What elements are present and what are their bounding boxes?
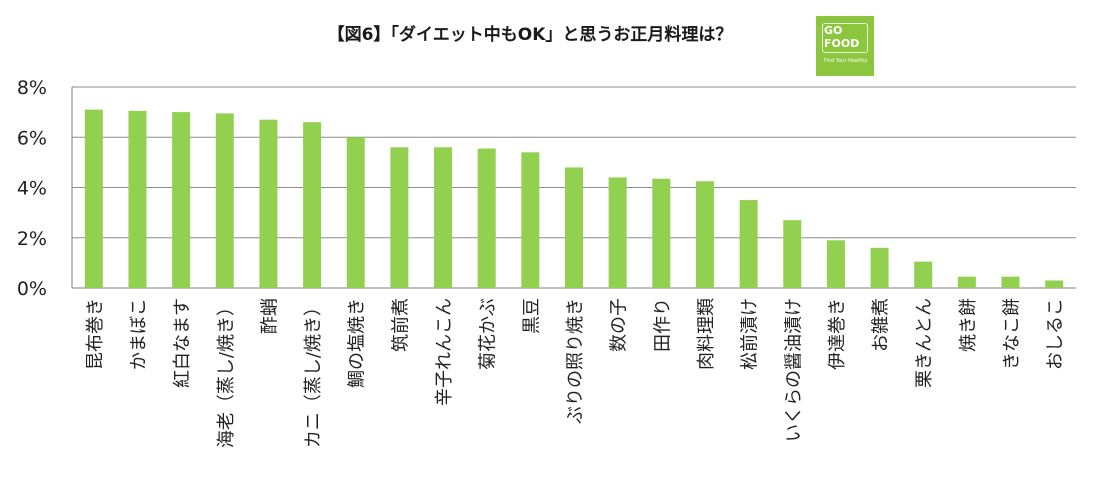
bar <box>870 247 889 288</box>
x-tick-label: 海老（蒸し/焼き） <box>216 298 237 448</box>
bar <box>172 112 191 288</box>
bar <box>434 147 453 288</box>
bar <box>695 181 714 288</box>
bar <box>957 276 976 288</box>
x-tick-label: 数の子 <box>609 298 630 352</box>
x-tick-label: 栗きんとん <box>914 298 935 388</box>
x-tick-label: 田作り <box>652 298 673 352</box>
y-tick-label: 8% <box>17 77 47 99</box>
bar <box>652 178 671 288</box>
x-tick-label: きなこ餅 <box>1002 298 1023 370</box>
chart-title: 【図6】「ダイエット中もOK」と思うお正月料理は？ <box>327 25 733 45</box>
bar <box>303 122 322 288</box>
x-tick-label: 焼き餅 <box>958 298 979 352</box>
x-tick-label: 辛子れんこん <box>434 298 455 406</box>
x-tick-label: 黒豆 <box>521 298 542 334</box>
x-tick-label: 肉料理類 <box>696 298 717 370</box>
bar <box>521 152 540 288</box>
bar <box>390 147 409 288</box>
x-tick-label: かまぼこ <box>128 298 149 370</box>
bar <box>608 177 627 288</box>
bar <box>84 109 103 288</box>
x-tick-label: ぶりの照り焼き <box>565 298 586 424</box>
bar <box>783 220 802 288</box>
bar <box>1001 276 1020 288</box>
x-tick-label: 松前漬け <box>740 298 761 370</box>
bar <box>739 200 758 288</box>
bar <box>565 167 583 288</box>
bar <box>346 137 365 288</box>
bar <box>215 113 234 288</box>
bar <box>826 240 845 288</box>
x-tick-label: おしるこ <box>1045 298 1066 370</box>
y-tick-label: 2% <box>17 228 47 250</box>
logo-frame <box>822 23 868 53</box>
bar <box>128 110 147 289</box>
bar <box>1045 280 1064 288</box>
x-tick-label: お雑煮 <box>871 298 892 352</box>
x-tick-label: 紅白なます <box>172 298 193 388</box>
bar <box>477 148 496 288</box>
y-tick-label: 0% <box>17 278 47 300</box>
x-tick-label: 菊花かぶ <box>478 298 499 370</box>
x-tick-label: 酢蛸 <box>259 298 280 334</box>
gofood-logo: GO FOOD Find Your Healthy <box>816 16 874 76</box>
x-tick-label: 昆布巻き <box>85 298 106 370</box>
x-tick-label: カニ（蒸し/焼き） <box>303 298 324 448</box>
y-tick-label: 4% <box>17 178 47 200</box>
logo-text-go: GO <box>824 24 843 37</box>
x-tick-label: 伊達巻き <box>827 298 848 370</box>
x-tick-label: 鯛の塩焼き <box>347 298 368 388</box>
bar <box>914 261 933 288</box>
logo-tagline: Find Your Healthy <box>824 58 868 64</box>
logo-text-food: FOOD <box>824 37 860 50</box>
bar <box>259 119 278 288</box>
y-tick-label: 6% <box>17 127 47 149</box>
x-tick-label: 筑前煮 <box>390 298 411 352</box>
x-tick-label: いくらの醤油漬け <box>783 298 804 442</box>
